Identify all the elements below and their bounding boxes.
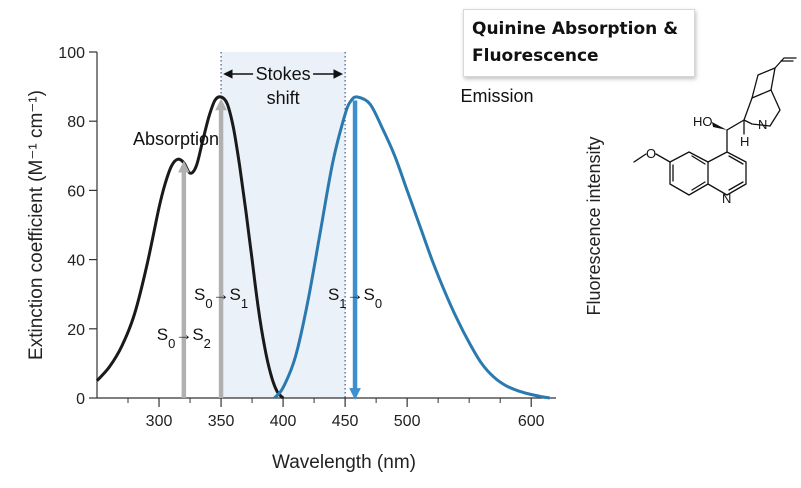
atom-ho: HO	[693, 114, 713, 129]
y-tick-label-20: 20	[67, 322, 85, 339]
x-tick-label-350: 350	[208, 413, 235, 430]
atom-o-methoxy: O	[646, 146, 656, 161]
chart-title-line1: Quinine Absorption &	[472, 19, 679, 39]
transitions-layer: S0→S2 S0→S1 S1→S0	[157, 98, 382, 400]
x-tick-label-500: 500	[394, 413, 421, 430]
transition-label-1: S0→S1	[194, 285, 248, 311]
benzo-ring	[669, 151, 709, 196]
annotation-stokes-line1: Stokes	[256, 64, 311, 84]
y-axis-title-right: Fluorescence intensity	[584, 136, 604, 315]
transition-label-2: S1→S0	[328, 285, 382, 311]
x-tick-label-450: 450	[332, 413, 359, 430]
annotation-emission: Emission	[460, 86, 533, 106]
series-layer	[95, 95, 551, 400]
atom-n-bicyclic: N	[758, 117, 767, 132]
axes: 0 20 40 60 80 100 300 350 400 450 500 600	[58, 45, 556, 430]
x-tick-label-400: 400	[270, 413, 297, 430]
series-line-absorption	[95, 95, 285, 400]
y-axis-title-left: Extinction coefficient (M⁻¹ cm⁻¹)	[26, 90, 47, 360]
x-tick-label-300: 300	[146, 413, 173, 430]
y-tick-label-80: 80	[67, 114, 85, 131]
y-tick-label-0: 0	[76, 391, 85, 408]
quinine-atom-labels: O HO H N N	[646, 114, 767, 206]
annotation-stokes-line2: shift	[267, 88, 300, 108]
y-tick-label-100: 100	[58, 45, 85, 62]
quinine-structure	[633, 57, 797, 196]
series-line-emission	[273, 95, 551, 400]
wedge-bond	[712, 122, 727, 130]
chart-title: Quinine Absorption & Fluorescence	[463, 9, 695, 77]
y-tick-label-40: 40	[67, 253, 85, 270]
transition-label-0: S0→S2	[157, 325, 211, 351]
x-tick-label-600: 600	[518, 413, 545, 430]
annotation-absorption: Absorption	[133, 129, 219, 149]
stokes-shift-band	[221, 52, 346, 398]
atom-h: H	[740, 134, 749, 149]
atom-n-ring: N	[722, 191, 731, 206]
y-tick-label-60: 60	[67, 183, 85, 200]
x-axis-title: Wavelength (nm)	[272, 452, 416, 473]
pyridine-ring	[707, 151, 747, 196]
annotations-layer: Absorption Emission Stokes shift	[133, 64, 534, 149]
chart-title-line2: Fluorescence	[472, 46, 599, 66]
